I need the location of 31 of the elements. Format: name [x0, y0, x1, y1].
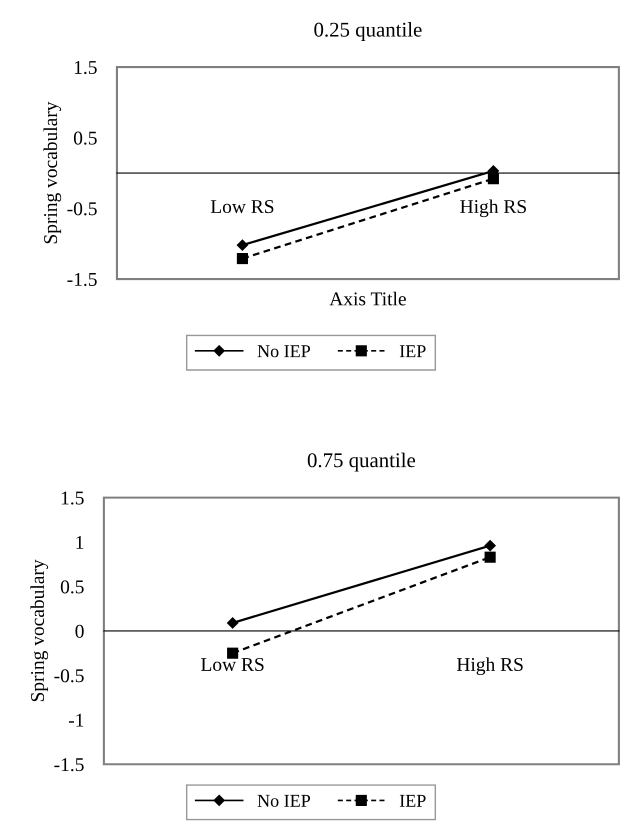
point: [227, 617, 238, 629]
legend-label: IEP: [400, 345, 426, 358]
point: [484, 552, 496, 563]
y-tick-label: 1: [76, 536, 84, 549]
y-axis-title: Spring vocabulary: [30, 559, 48, 702]
chart-title: 0.25 quantile: [314, 22, 422, 41]
point: [484, 540, 496, 552]
y-tick-label: -0.5: [67, 202, 97, 216]
y-tick-label: -1.5: [67, 272, 97, 286]
y-axis-title: Spring vocabulary: [43, 102, 62, 244]
y-tick-label: 1.5: [62, 492, 84, 505]
y-tick-label: 0.5: [60, 580, 84, 594]
legend-label: No IEP: [258, 794, 310, 807]
y-tick-label: -0.5: [54, 669, 84, 682]
y-tick-label: -1.5: [54, 758, 84, 772]
x-tick-label: Low RS: [201, 658, 264, 672]
legend-label: IEP: [400, 794, 426, 807]
point: [236, 252, 248, 264]
x-tick-label: High RS: [460, 199, 526, 218]
y-tick-label: 0.5: [74, 132, 97, 145]
legend-label: No IEP: [258, 345, 310, 358]
chart-title: 0.75 quantile: [308, 452, 416, 472]
x-axis-title: Axis Title: [329, 292, 406, 306]
y-tick-label: 0: [75, 624, 84, 638]
point: [227, 648, 238, 659]
y-tick-label: 1.5: [74, 60, 97, 74]
y-tick-label: -1: [68, 714, 84, 727]
point: [488, 173, 499, 184]
x-tick-label: High RS: [456, 657, 523, 676]
x-tick-label: Low RS: [210, 200, 274, 214]
point: [236, 240, 248, 251]
